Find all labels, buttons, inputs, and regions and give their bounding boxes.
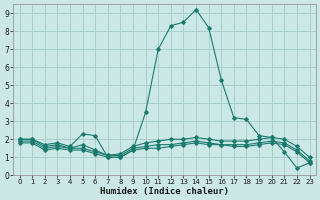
X-axis label: Humidex (Indice chaleur): Humidex (Indice chaleur) bbox=[100, 187, 229, 196]
